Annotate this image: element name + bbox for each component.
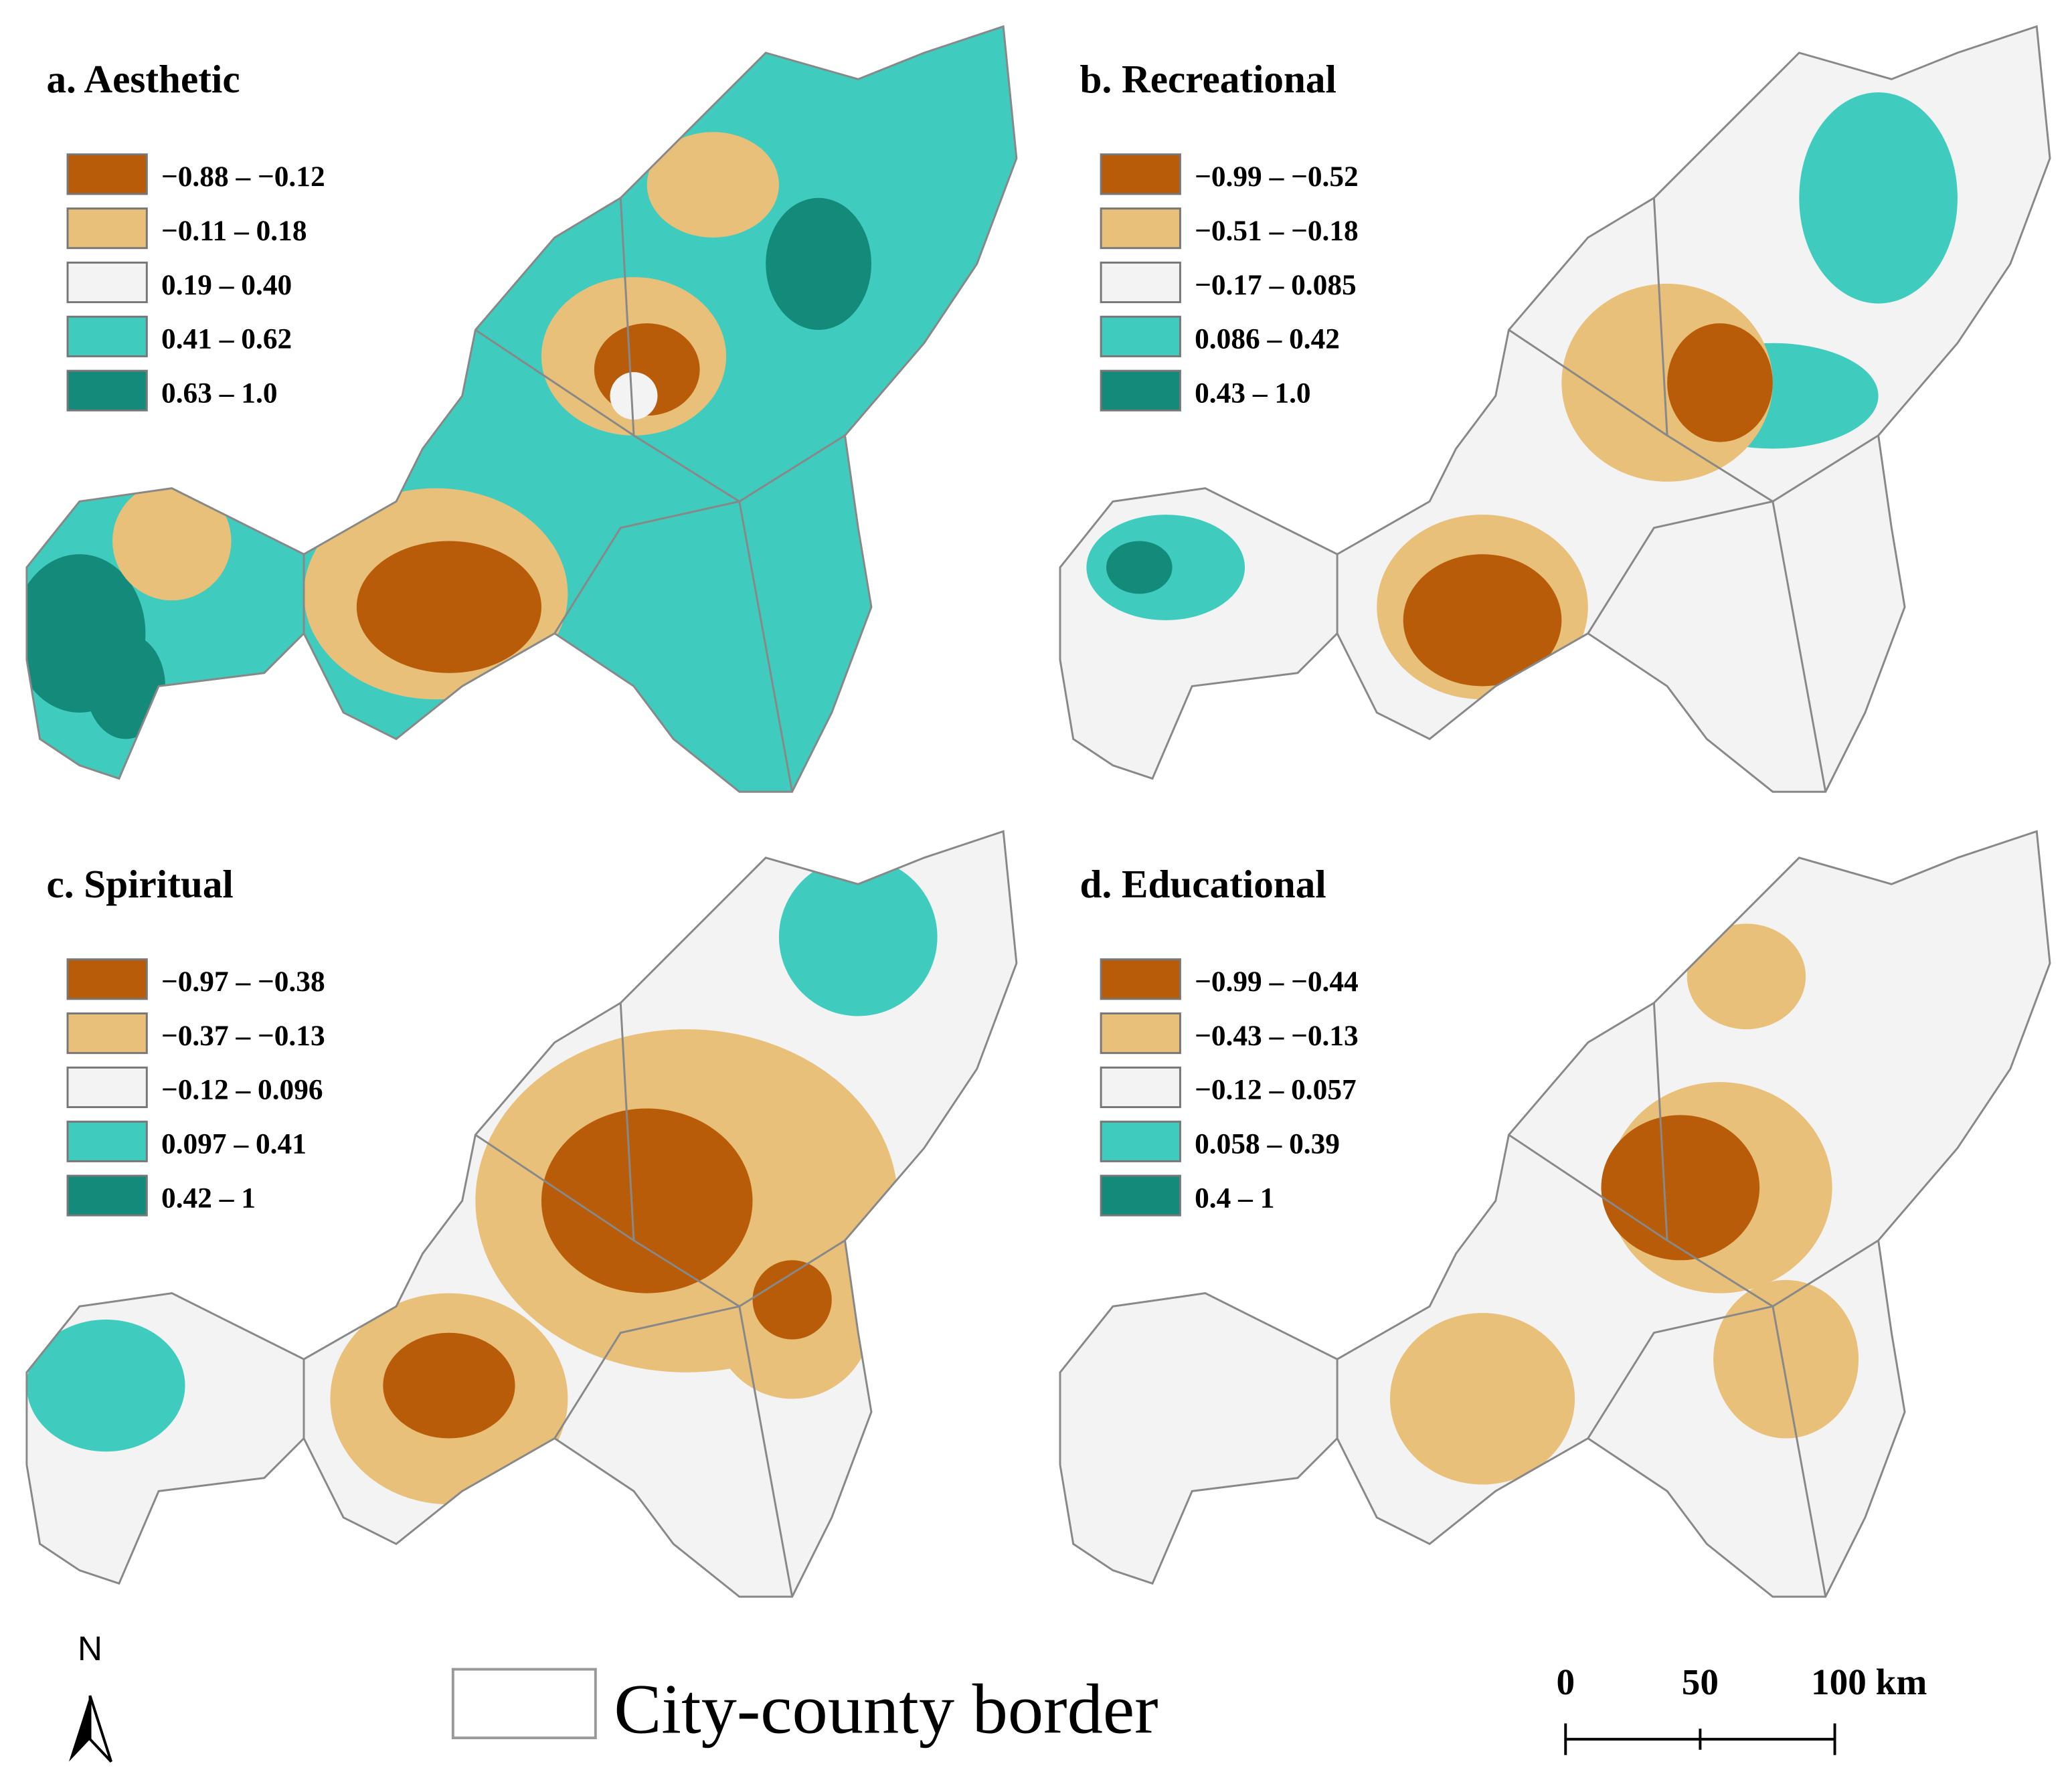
map-panel: d. Educational −0.99 – −0.44 −0.43 – −0.13… bbox=[1059, 830, 2051, 1598]
map bbox=[26, 831, 1017, 1597]
legend-label: 0.19 – 0.40 bbox=[161, 269, 292, 301]
legend-swatch bbox=[66, 207, 148, 250]
map-zone bbox=[610, 372, 658, 420]
legend-label: −0.37 – −0.13 bbox=[161, 1020, 325, 1052]
legend-label: 0.43 – 1.0 bbox=[1195, 377, 1311, 409]
legend-swatch bbox=[1100, 1066, 1181, 1109]
legend-swatch bbox=[66, 1066, 148, 1109]
legend-label: −0.88 – −0.12 bbox=[161, 161, 325, 193]
legend-label: −0.99 – −0.44 bbox=[1195, 966, 1359, 998]
map-zone bbox=[26, 1320, 185, 1452]
legend-label: 0.4 – 1 bbox=[1195, 1182, 1274, 1214]
border-swatch bbox=[451, 1668, 597, 1740]
map-zone bbox=[778, 857, 938, 1016]
north-label: N bbox=[78, 1629, 102, 1668]
legend-label: 0.058 – 0.39 bbox=[1195, 1128, 1340, 1160]
legend-label: 0.41 – 0.62 bbox=[161, 323, 292, 355]
legend-label: −0.17 – 0.085 bbox=[1195, 269, 1357, 301]
map-panel: a. Aesthetic −0.88 – −0.12 −0.11 – 0.18 0.1… bbox=[25, 25, 1018, 793]
map-zone bbox=[1389, 1313, 1575, 1485]
scale-label: 0 bbox=[1556, 1662, 1575, 1702]
county-border bbox=[303, 197, 846, 792]
county-border bbox=[1336, 197, 1879, 792]
legend-swatch bbox=[1100, 1120, 1181, 1162]
legend-label: −0.43 – −0.13 bbox=[1195, 1020, 1359, 1052]
map-zone bbox=[356, 541, 541, 673]
legend-swatch bbox=[1100, 369, 1181, 412]
map-zone bbox=[1667, 323, 1773, 442]
map-zone bbox=[86, 633, 165, 739]
scale-label: 100 km bbox=[1811, 1662, 1927, 1702]
map bbox=[26, 26, 1017, 792]
map-panel: b. Recreational −0.99 – −0.52 −0.51 – −0.1… bbox=[1059, 25, 2051, 793]
legend-swatch bbox=[1100, 153, 1181, 195]
scale-label: 50 bbox=[1682, 1662, 1719, 1702]
legend-label: −0.11 – 0.18 bbox=[161, 215, 307, 247]
panel-title: d. Educational bbox=[1080, 862, 1326, 906]
map-zone bbox=[766, 197, 871, 331]
county-border bbox=[303, 1002, 846, 1597]
legend-swatch bbox=[1100, 958, 1181, 1000]
legend-swatch bbox=[66, 315, 148, 357]
legend-swatch bbox=[66, 369, 148, 412]
map bbox=[1059, 831, 2050, 1597]
map-outline bbox=[25, 25, 1018, 793]
map-zone bbox=[541, 1108, 753, 1293]
panel-title: a. Aesthetic bbox=[46, 57, 240, 101]
map-zone bbox=[1687, 923, 1806, 1030]
legend-label: −0.99 – −0.52 bbox=[1195, 161, 1359, 193]
legend-label: −0.12 – 0.057 bbox=[1195, 1074, 1357, 1106]
panel-title: b. Recreational bbox=[1080, 57, 1336, 101]
scale-bar: 0 50 100 km bbox=[1556, 1662, 1927, 1755]
panel-title: c. Spiritual bbox=[46, 862, 233, 906]
map-zone bbox=[1601, 1115, 1760, 1261]
legend-label: 0.097 – 0.41 bbox=[161, 1128, 307, 1160]
legend-label: 0.42 – 1 bbox=[161, 1182, 256, 1214]
map-region bbox=[26, 26, 1017, 792]
legend-swatch bbox=[1100, 1012, 1181, 1055]
map-zone bbox=[1106, 541, 1173, 594]
legend-swatch bbox=[1100, 261, 1181, 304]
map-zone bbox=[383, 1332, 515, 1439]
map-zone bbox=[1713, 1279, 1859, 1439]
legend-swatch bbox=[1100, 1174, 1181, 1217]
map-outline bbox=[1059, 830, 2051, 1598]
map-zone bbox=[752, 1260, 832, 1340]
legend-swatch bbox=[66, 153, 148, 195]
legend-label: −0.97 – −0.38 bbox=[161, 966, 325, 998]
legend-swatch bbox=[1100, 207, 1181, 250]
map-outline bbox=[1059, 25, 2051, 793]
map-zone bbox=[112, 481, 232, 601]
legend-label: −0.51 – −0.18 bbox=[1195, 215, 1359, 247]
legend-swatch bbox=[66, 261, 148, 304]
map bbox=[1059, 26, 2050, 792]
legend-label: 0.63 – 1.0 bbox=[161, 377, 277, 409]
border-legend-label: City-county border bbox=[614, 1670, 1158, 1749]
legend-swatch bbox=[66, 1012, 148, 1055]
map-outline bbox=[25, 830, 1018, 1598]
map-zone bbox=[1403, 554, 1562, 687]
north-arrow: N bbox=[68, 1629, 112, 1763]
legend-swatch bbox=[66, 1120, 148, 1162]
map-zone bbox=[646, 132, 779, 238]
legend-swatch bbox=[1100, 315, 1181, 357]
legend-swatch bbox=[66, 1174, 148, 1217]
legend-label: 0.086 – 0.42 bbox=[1195, 323, 1340, 355]
county-border bbox=[1336, 1002, 1879, 1597]
legend-label: −0.12 – 0.096 bbox=[161, 1074, 323, 1106]
map-panel: c. Spiritual −0.97 – −0.38 −0.37 – −0.13 −0… bbox=[25, 830, 1018, 1598]
map-zone bbox=[1799, 92, 1958, 304]
legend-swatch bbox=[66, 958, 148, 1000]
